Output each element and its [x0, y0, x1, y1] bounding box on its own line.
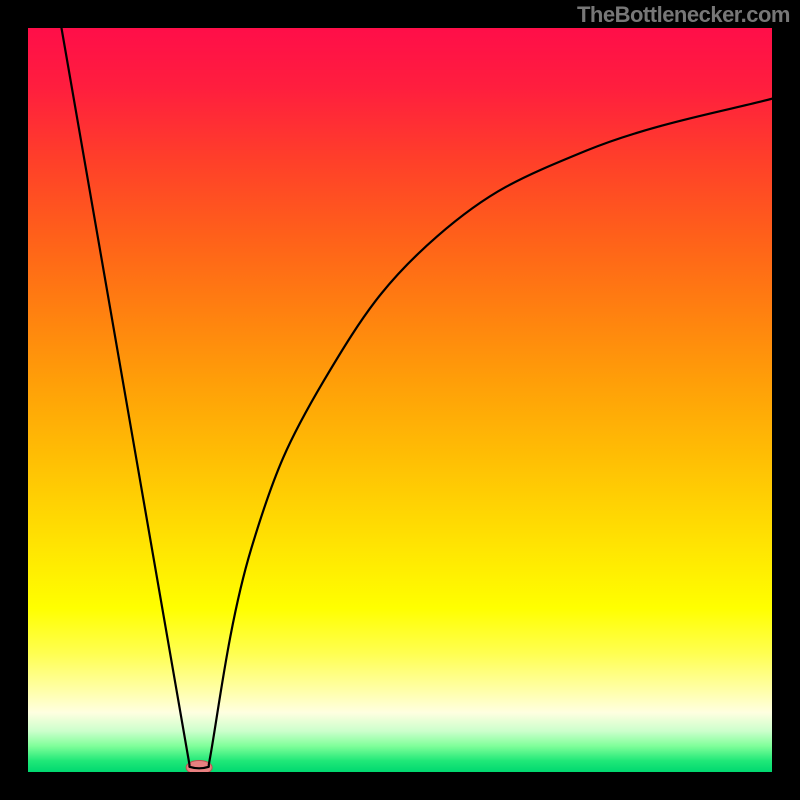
chart-container: TheBottlenecker.com — [0, 0, 800, 800]
chart-svg — [0, 0, 800, 800]
watermark-text: TheBottlenecker.com — [577, 2, 790, 28]
